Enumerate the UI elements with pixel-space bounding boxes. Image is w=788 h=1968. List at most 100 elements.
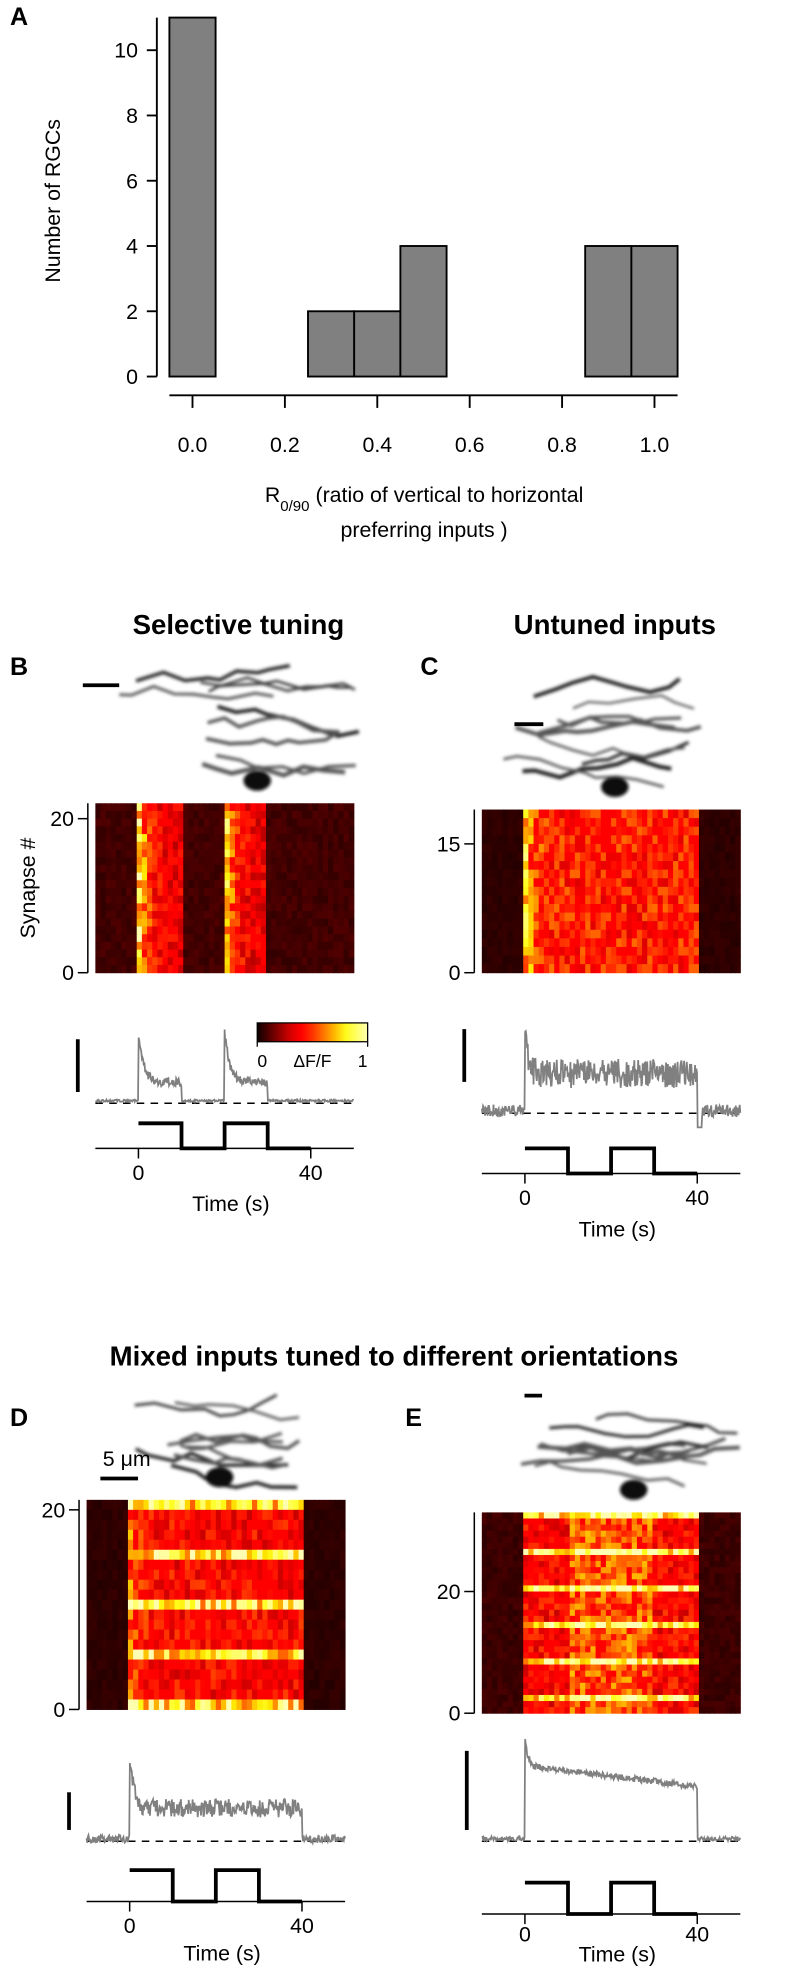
heatmap-cell	[339, 1659, 346, 1671]
heatmap-cell	[611, 1542, 617, 1550]
heatmap-cell	[678, 1542, 684, 1550]
heatmap-cell	[512, 869, 519, 879]
heatmap-cell	[512, 1664, 519, 1672]
heatmap-cell	[678, 878, 684, 888]
heatmap-cell	[580, 955, 586, 965]
heatmap-cell	[611, 878, 617, 888]
heatmap-cell	[234, 841, 241, 850]
heatmap-cell	[502, 1597, 509, 1605]
heatmap-cell	[167, 949, 174, 958]
heatmap-cell	[678, 938, 684, 948]
heatmap-cell	[214, 926, 220, 935]
heatmap-cell	[245, 903, 251, 912]
heatmap-cell	[693, 1628, 700, 1635]
heatmap-cell	[164, 1559, 170, 1571]
heatmap-cell	[153, 1549, 160, 1561]
heatmap-cell	[302, 834, 308, 843]
heatmap-cell	[616, 852, 622, 862]
heatmap-cell	[719, 1640, 726, 1647]
heatmap-cell	[688, 1561, 695, 1568]
heatmap-cell	[735, 1512, 741, 1519]
heatmap-cell	[184, 1529, 191, 1541]
heatmap-cell	[698, 1603, 705, 1611]
heatmap-cell	[683, 1512, 690, 1519]
heatmap-cell	[569, 852, 576, 862]
heatmap-cell	[277, 1499, 284, 1511]
y-tick-label: 4	[126, 235, 138, 259]
heatmap-cell	[127, 1599, 134, 1611]
heatmap-cell	[693, 1518, 700, 1526]
heatmap-cell	[246, 1649, 253, 1661]
heatmap-cell	[605, 1658, 612, 1666]
heatmap-cell	[148, 1679, 155, 1690]
heatmap-cell	[564, 1682, 571, 1690]
heatmap-cell	[183, 880, 189, 889]
heatmap-cell	[611, 1579, 617, 1586]
heatmap-cell	[147, 941, 153, 951]
heatmap-cell	[334, 1589, 341, 1601]
heatmap-cell	[595, 1603, 602, 1611]
heatmap-cell	[729, 1573, 736, 1580]
heatmap-cell	[492, 1554, 498, 1562]
heatmap-cell	[308, 1689, 315, 1700]
heatmap-cell	[215, 1519, 222, 1531]
heatmap-cell	[487, 1609, 493, 1617]
heatmap-cell	[693, 1694, 700, 1702]
heatmap-cell	[636, 835, 643, 845]
heatmap-cell	[507, 1646, 514, 1653]
heatmap-cell	[200, 1519, 206, 1531]
dendrite	[119, 684, 274, 701]
heatmap-cell	[574, 1615, 581, 1623]
heatmap-cell	[136, 857, 143, 866]
x-tick-label: 1.0	[640, 433, 670, 457]
heatmap-cell	[574, 1554, 581, 1562]
heatmap-cell	[564, 843, 571, 853]
heatmap-cell	[693, 912, 700, 922]
heatmap-cell	[131, 834, 138, 843]
heatmap-cell	[158, 1689, 165, 1700]
heatmap-cell	[257, 1589, 263, 1601]
heatmap-cell	[162, 934, 169, 943]
heatmap-cell	[107, 1519, 113, 1531]
heatmap-cell	[735, 1634, 741, 1641]
heatmap-cell	[724, 1670, 731, 1678]
heatmap-cell	[626, 1512, 633, 1519]
heatmap-cell	[554, 912, 560, 922]
heatmap-cell	[667, 1561, 674, 1568]
heatmap-cell	[523, 1609, 529, 1617]
heatmap-cell	[348, 965, 355, 974]
heatmap-cell	[174, 1499, 181, 1511]
heatmap-cell	[487, 1652, 493, 1659]
heatmap-cell	[590, 1615, 597, 1623]
heatmap-cell	[688, 955, 695, 965]
heatmap-cell	[631, 861, 638, 871]
heatmap-cell	[636, 1567, 643, 1574]
heatmap-cell	[533, 1591, 540, 1599]
heatmap-cell	[333, 880, 339, 889]
heatmap-cell	[492, 1542, 498, 1550]
heatmap-cell	[271, 903, 277, 912]
heatmap-cell	[709, 1701, 715, 1708]
heatmap-cell	[688, 886, 695, 896]
heatmap-cell	[518, 912, 524, 922]
heatmap-cell	[512, 818, 519, 828]
heatmap-cell	[492, 1682, 498, 1690]
heatmap-cell	[600, 955, 607, 965]
heatmap-cell	[590, 1628, 597, 1635]
heatmap-cell	[714, 1518, 721, 1526]
heatmap-cell	[164, 1659, 170, 1671]
heatmap-cell	[574, 1512, 581, 1519]
heatmap-cell	[245, 872, 251, 881]
heatmap-cell	[652, 826, 659, 836]
heatmap-cell	[502, 912, 509, 922]
heatmap-cell	[667, 1530, 674, 1538]
heatmap-cell	[312, 857, 319, 866]
heatmap-cell	[329, 1499, 336, 1511]
heatmap-cell	[307, 818, 313, 827]
heatmap-cell	[683, 1567, 690, 1574]
heatmap-cell	[683, 904, 690, 914]
heatmap-cell	[143, 1509, 150, 1521]
heatmap-cell	[554, 1658, 560, 1666]
heatmap-cell	[257, 1499, 263, 1511]
heatmap-cell	[549, 1670, 555, 1678]
